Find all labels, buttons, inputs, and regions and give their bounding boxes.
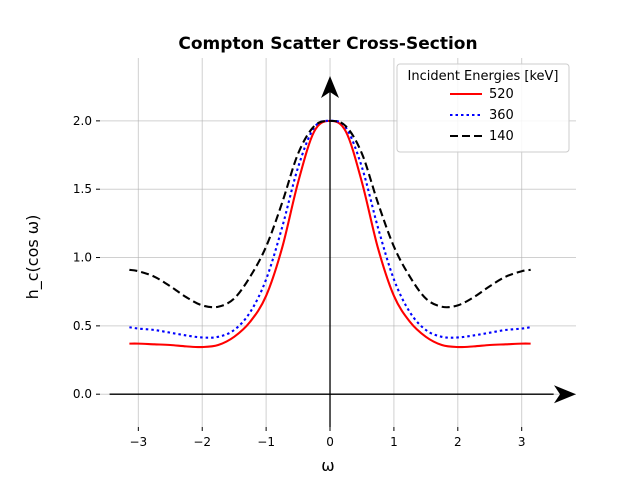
x-axis-title: ω — [321, 456, 334, 475]
y-tick-label: 0.5 — [73, 319, 92, 333]
y-tick-label: 0.0 — [73, 387, 92, 401]
legend-label-140: 140 — [489, 129, 514, 144]
y-tick-label: 2.0 — [73, 114, 92, 128]
series-line-140 — [129, 119, 531, 309]
x-tick-label: 1 — [390, 435, 398, 449]
x-tick-label: 3 — [518, 435, 526, 449]
y-tick-label: 1.0 — [73, 251, 92, 265]
y-axis-arrow — [321, 76, 340, 98]
y-axis-title: h_c(cos ω) — [23, 215, 43, 300]
x-tick-label: 2 — [454, 435, 462, 449]
legend-title: Incident Energies [keV] — [408, 69, 559, 84]
y-tick-label: 1.5 — [73, 182, 92, 196]
legend-label-520: 520 — [489, 87, 514, 102]
chart-title: Compton Scatter Cross-Section — [178, 34, 477, 54]
axes — [109, 76, 576, 427]
x-axis-arrow — [554, 385, 576, 404]
x-tick-label: −1 — [257, 435, 275, 449]
x-tick-label: −3 — [129, 435, 147, 449]
x-tick-label: 0 — [326, 435, 334, 449]
legend-label-360: 360 — [489, 108, 514, 123]
series-line-360 — [129, 119, 531, 339]
tick-labels: −3 −2 −1 0 1 2 3 0.0 0.5 1.0 1.5 2.0 — [73, 114, 526, 449]
x-tick-label: −2 — [193, 435, 211, 449]
legend-box — [396, 63, 570, 153]
series-lines — [129, 119, 531, 349]
legend: Incident Energies [keV] 520 360 140 — [396, 63, 570, 153]
